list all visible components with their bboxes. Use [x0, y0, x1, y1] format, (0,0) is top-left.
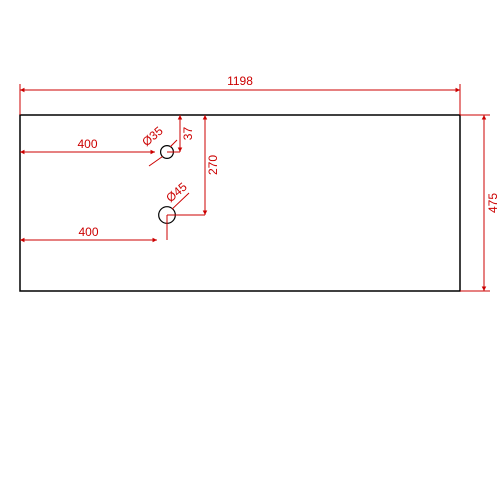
dim-270-label: 270: [206, 155, 220, 175]
dim-overall-height-label: 475: [486, 193, 500, 213]
dim-37-label: 37: [181, 127, 195, 141]
dim-dia45-label: Ø45: [163, 180, 190, 206]
technical-drawing: 1198 475 270 37 400 400 Ø35 Ø45: [0, 0, 500, 500]
dim-dia35-label: Ø35: [139, 124, 166, 150]
dim-overall-width-label: 1198: [227, 74, 253, 88]
dim-400-bot-label: 400: [78, 225, 98, 239]
dim-400-top-label: 400: [77, 137, 97, 151]
